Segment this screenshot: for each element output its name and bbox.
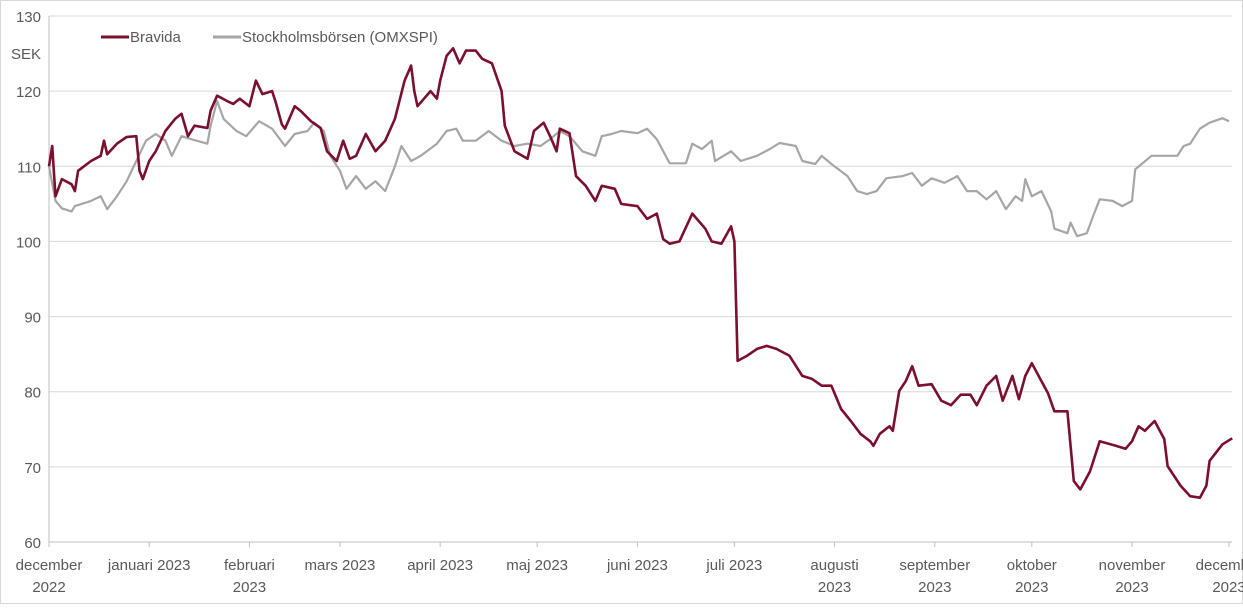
x-tick-label: november [1099, 557, 1166, 574]
x-tick-label: mars 2023 [305, 557, 376, 574]
x-tick-label: 2023 [1212, 579, 1243, 596]
x-tick-label: december [1196, 557, 1243, 574]
x-tick-label: februari [224, 557, 275, 574]
x-tick-label: juni 2023 [606, 557, 668, 574]
y-axis: 60 70 80 90 100 110 120 130 [16, 9, 41, 552]
x-tick-label: augusti [810, 557, 858, 574]
series-line-bravida [47, 47, 1233, 499]
y-axis-label: SEK [11, 46, 41, 63]
x-tick-label: 2023 [1115, 579, 1148, 596]
x-tick-label: maj 2023 [506, 557, 568, 574]
y-tick-label: 110 [17, 159, 41, 176]
series-lines [47, 47, 1233, 499]
x-tick-label: 2023 [1015, 579, 1048, 596]
y-tick-label: 120 [16, 84, 41, 101]
legend: Bravida Stockholmsbörsen (OMXSPI) [101, 29, 438, 46]
x-tick-label: 2022 [32, 579, 65, 596]
x-tick-label: januari 2023 [107, 557, 191, 574]
legend-label: Stockholmsbörsen (OMXSPI) [242, 29, 438, 46]
y-tick-label: 100 [16, 234, 41, 251]
series-line-stockholmsb-rsen-omxspi- [47, 99, 1230, 238]
y-tick-label: 60 [24, 535, 41, 552]
x-tick-label: juli 2023 [705, 557, 762, 574]
x-tick-label: april 2023 [407, 557, 473, 574]
x-axis: december 2022 januari 2023 februari 2023 mars… [16, 16, 1243, 596]
y-tick-label: 70 [24, 460, 41, 477]
legend-label: Bravida [130, 29, 182, 46]
x-tick-label: 2023 [818, 579, 851, 596]
x-tick-label: december [16, 557, 83, 574]
y-tick-label: 80 [24, 385, 41, 402]
x-tick-label: oktober [1007, 557, 1057, 574]
y-tick-label: 90 [24, 310, 41, 327]
gridlines [49, 15, 1232, 468]
x-tick-label: september [899, 557, 970, 574]
x-tick-label: 2023 [918, 579, 951, 596]
x-tick-label: 2023 [233, 579, 266, 596]
y-tick-label: 130 [16, 9, 41, 26]
